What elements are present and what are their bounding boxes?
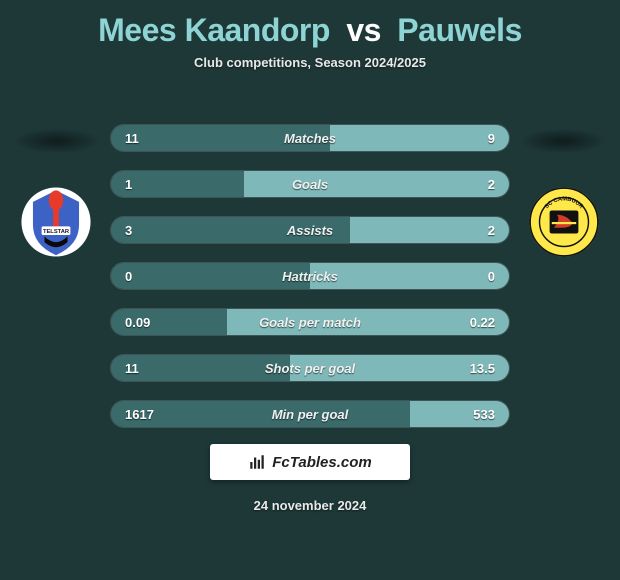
- player2-name: Pauwels: [397, 12, 522, 48]
- stat-label: Assists: [111, 223, 509, 238]
- footer-attribution: FcTables.com: [210, 444, 410, 480]
- stat-row: 1Goals2: [110, 170, 510, 198]
- comparison-title: Mees Kaandorp vs Pauwels: [0, 0, 620, 49]
- stat-row: 11Shots per goal13.5: [110, 354, 510, 382]
- stat-value-right: 2: [488, 177, 495, 192]
- stat-value-right: 9: [488, 131, 495, 146]
- club-badge-left: TELSTAR: [20, 186, 92, 258]
- stat-value-right: 13.5: [470, 361, 495, 376]
- stat-label: Hattricks: [111, 269, 509, 284]
- season-subtitle: Club competitions, Season 2024/2025: [0, 55, 620, 70]
- badge-shadow-left: [12, 128, 102, 154]
- stat-row: 1617Min per goal533: [110, 400, 510, 428]
- bar-chart-icon: [248, 453, 266, 471]
- snapshot-date: 24 november 2024: [0, 498, 620, 513]
- stat-value-right: 533: [473, 407, 495, 422]
- footer-site-name: FcTables.com: [272, 454, 371, 471]
- badge-shadow-right: [518, 128, 608, 154]
- stat-label: Min per goal: [111, 407, 509, 422]
- stat-value-right: 0: [488, 269, 495, 284]
- stat-row: 0Hattricks0: [110, 262, 510, 290]
- cambuur-badge-icon: SC CAMBUUR: [528, 186, 600, 258]
- stat-label: Matches: [111, 131, 509, 146]
- telstar-badge-icon: TELSTAR: [20, 186, 92, 258]
- svg-text:TELSTAR: TELSTAR: [43, 229, 70, 235]
- stat-row: 11Matches9: [110, 124, 510, 152]
- stats-container: 11Matches9 1Goals2 3Assists2 0Hattricks0 0.0…: [110, 124, 510, 446]
- stat-label: Goals: [111, 177, 509, 192]
- stat-row: 0.09Goals per match0.22: [110, 308, 510, 336]
- stat-label: Goals per match: [111, 315, 509, 330]
- stat-label: Shots per goal: [111, 361, 509, 376]
- club-badge-right: SC CAMBUUR: [528, 186, 600, 258]
- stat-value-right: 2: [488, 223, 495, 238]
- player1-name: Mees Kaandorp: [98, 12, 330, 48]
- stat-row: 3Assists2: [110, 216, 510, 244]
- vs-separator: vs: [346, 12, 381, 48]
- stat-value-right: 0.22: [470, 315, 495, 330]
